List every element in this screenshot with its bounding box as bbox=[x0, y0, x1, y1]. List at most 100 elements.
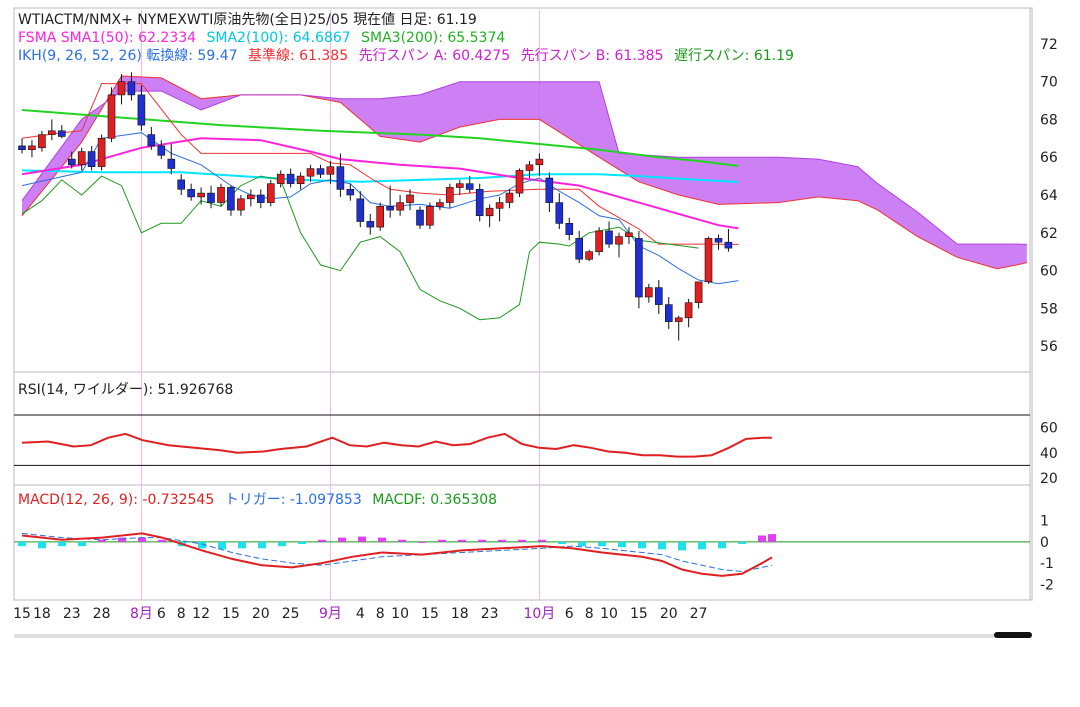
candle-down bbox=[565, 223, 574, 235]
candle-down bbox=[465, 183, 474, 190]
legend-tenkan: IKH(9, 26, 52, 26) 転換線: 59.47 bbox=[18, 48, 238, 64]
macd-histogram-bar bbox=[138, 537, 146, 542]
legend-span-b: 先行スパン B: 61.385 bbox=[521, 48, 664, 64]
candle-down bbox=[286, 173, 295, 184]
date-label: 10 bbox=[391, 606, 409, 622]
candle-up bbox=[197, 192, 205, 198]
candle-up bbox=[445, 187, 454, 203]
date-label: 8 bbox=[585, 606, 594, 622]
candle-down bbox=[177, 179, 185, 190]
macd-histogram-bar bbox=[598, 541, 606, 547]
candle-down bbox=[227, 187, 235, 211]
candle-down bbox=[187, 189, 195, 198]
candle-up bbox=[505, 192, 514, 203]
month-label: 9月 bbox=[319, 606, 342, 622]
candle-down bbox=[714, 238, 723, 243]
macd-histogram-bar bbox=[518, 539, 526, 542]
date-label: 8 bbox=[376, 606, 385, 622]
macd-histogram-bar bbox=[538, 539, 546, 542]
candle-down bbox=[635, 238, 643, 298]
chart-title: WTIACTM/NMX+ NYMEXWTI原油先物(全日)25/05 現在値 日… bbox=[18, 11, 477, 28]
candle-up bbox=[535, 158, 544, 166]
rsi-label: RSI(14, ワイルダー): 51.926768 bbox=[18, 382, 233, 398]
legend-macd: MACD(12, 26, 9): -0.732545 bbox=[18, 492, 214, 508]
date-label: 15 bbox=[13, 606, 31, 622]
macd-histogram-bar bbox=[258, 541, 266, 549]
candle-down bbox=[346, 189, 355, 196]
candle-up bbox=[97, 138, 106, 167]
candle-up bbox=[296, 175, 305, 185]
price-tick-label: 66 bbox=[1040, 150, 1058, 166]
macd-line bbox=[21, 532, 773, 577]
span-b-line bbox=[21, 81, 1027, 245]
legend-trigger: トリガー: -1.097853 bbox=[225, 492, 362, 508]
candle-up bbox=[117, 81, 126, 96]
candle-up bbox=[237, 198, 245, 211]
candle-up bbox=[247, 194, 255, 200]
date-label: 23 bbox=[481, 606, 499, 622]
macd-histogram-bar bbox=[98, 539, 106, 542]
candle-up bbox=[644, 287, 653, 298]
price-tick-label: 62 bbox=[1040, 226, 1058, 242]
horizontal-scrollbar-thumb[interactable] bbox=[994, 632, 1032, 638]
date-label: 15 bbox=[630, 606, 648, 622]
candle-up bbox=[595, 230, 603, 252]
macd-histogram-bar bbox=[218, 541, 226, 550]
legend-sma2: SMA2(100): 64.6867 bbox=[207, 30, 351, 46]
legend-kijun: 基準線: 61.385 bbox=[248, 47, 348, 64]
candle-up bbox=[525, 164, 534, 171]
cloud-fill bbox=[22, 76, 1027, 269]
candle-down bbox=[157, 145, 166, 156]
macd-histogram-bar bbox=[358, 536, 366, 542]
candle-up bbox=[276, 173, 285, 184]
macd-histogram-bar bbox=[698, 541, 706, 550]
candle-up bbox=[694, 281, 703, 303]
sma3-line bbox=[21, 109, 739, 167]
date-label: 18 bbox=[33, 606, 51, 622]
date-label: 4 bbox=[356, 606, 365, 622]
macd-histogram-bar bbox=[658, 541, 666, 550]
rsi-tick-label: 60 bbox=[1040, 421, 1058, 437]
macd-panel: -2 -1 0 1 bbox=[14, 514, 1054, 593]
month-label: 8月 bbox=[130, 606, 153, 622]
price-axis: 56 58 60 62 64 66 68 70 72 bbox=[1040, 37, 1058, 355]
date-label: 12 bbox=[192, 606, 210, 622]
macd-histogram-bar bbox=[198, 541, 206, 549]
legend-sma1: FSMA SMA1(50): 62.2334 bbox=[18, 30, 196, 46]
candlesticks bbox=[18, 72, 733, 341]
macd-histogram-bar bbox=[578, 541, 586, 547]
candle-down bbox=[336, 166, 345, 190]
candle-down bbox=[18, 145, 26, 150]
plot-frame bbox=[13, 7, 1033, 601]
macd-histogram-bar bbox=[738, 541, 746, 544]
rsi-tick-label: 20 bbox=[1040, 471, 1058, 487]
candle-up bbox=[376, 206, 385, 228]
candle-up bbox=[38, 134, 46, 149]
horizontal-scrollbar-track[interactable] bbox=[14, 634, 1032, 638]
rsi-line bbox=[21, 432, 772, 458]
date-label: 25 bbox=[282, 606, 300, 622]
rsi-tick-label: 40 bbox=[1040, 446, 1058, 462]
macd-histogram-bar bbox=[458, 539, 466, 542]
legend-span-a: 先行スパン A: 60.4275 bbox=[359, 48, 511, 64]
candle-up bbox=[495, 202, 504, 209]
rsi-panel: 20 40 60 bbox=[14, 414, 1058, 487]
macd-histogram-bar bbox=[638, 541, 646, 549]
date-label: 6 bbox=[157, 606, 166, 622]
legend-sma3: SMA3(200): 65.5374 bbox=[361, 30, 505, 46]
candle-down bbox=[147, 134, 156, 147]
date-axis: 15 18 23 28 8月 6 8 12 15 20 25 9月 4 8 10 15 18 23 10月 6 8 10 1… bbox=[13, 606, 707, 622]
candle-up bbox=[107, 94, 116, 139]
candle-up bbox=[515, 170, 524, 194]
candle-down bbox=[555, 202, 564, 224]
candle-down bbox=[127, 81, 136, 96]
sma-legend: FSMA SMA1(50): 62.2334 SMA2(100): 64.686… bbox=[18, 30, 505, 46]
sma2-line bbox=[21, 169, 739, 183]
candle-down bbox=[137, 94, 146, 126]
macd-histogram-bar bbox=[118, 537, 126, 542]
candle-up bbox=[306, 168, 315, 177]
price-tick-label: 72 bbox=[1040, 37, 1058, 53]
candle-up bbox=[326, 166, 335, 175]
macd-histogram-bar bbox=[498, 539, 506, 542]
